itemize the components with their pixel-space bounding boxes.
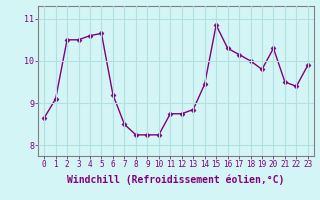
X-axis label: Windchill (Refroidissement éolien,°C): Windchill (Refroidissement éolien,°C) — [67, 175, 285, 185]
